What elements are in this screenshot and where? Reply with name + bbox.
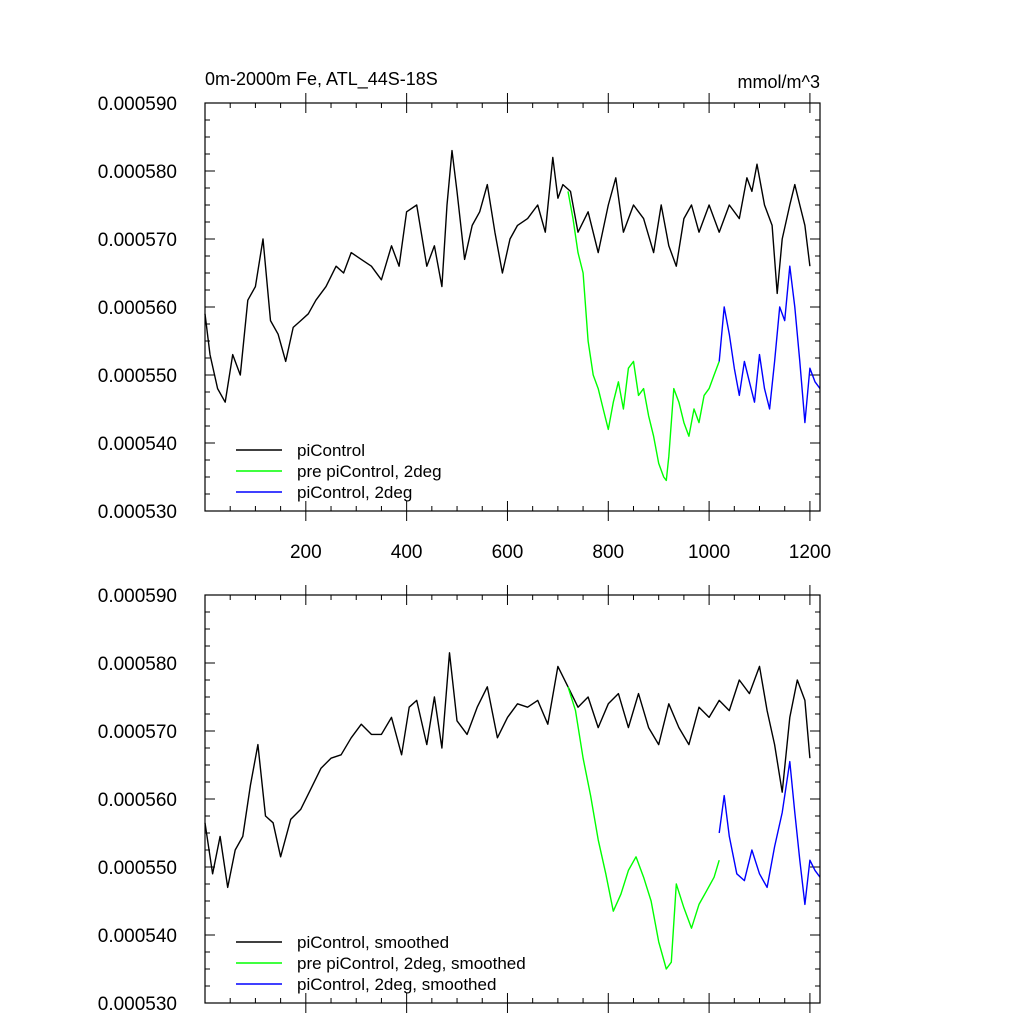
bottom-panel-frame: [204, 594, 821, 1004]
y-tick-label: 0.000570: [98, 722, 177, 743]
series-line-pre-picontrol-2deg-smoothed: [567, 686, 720, 970]
x-tick-label: 200: [290, 542, 322, 563]
series-line-picontrol-2deg: [718, 265, 821, 424]
y-tick-label: 0.000530: [98, 502, 177, 523]
y-tick-label: 0.000580: [98, 162, 177, 183]
bottom-panel-legend: piControl, smoothed pre piControl, 2deg,…: [236, 933, 526, 994]
series-line-picontrol-2deg-smoothed: [718, 760, 821, 906]
legend-label-pre-picontrol-2deg-smoothed: pre piControl, 2deg, smoothed: [297, 954, 526, 973]
bottom-panel-series-lines: [204, 652, 821, 970]
x-tick-label: 400: [391, 542, 423, 563]
y-tick-label: 0.000540: [98, 926, 177, 947]
y-tick-label: 0.000550: [98, 366, 177, 387]
y-tick-label: 0.000590: [98, 94, 177, 115]
y-tick-label: 0.000560: [98, 298, 177, 319]
y-tick-label: 0.000540: [98, 434, 177, 455]
top-panel-ticks: 200 400 600 800 1000 1200 0.000590 0.000580 0.00…: [98, 93, 831, 563]
legend-label-picontrol-smoothed: piControl, smoothed: [297, 933, 449, 952]
legend-label-picontrol-2deg-smoothed: piControl, 2deg, smoothed: [297, 975, 496, 994]
y-tick-label: 0.000550: [98, 858, 177, 879]
series-line-picontrol-smoothed: [204, 652, 811, 889]
legend-label-picontrol-2deg: piControl, 2deg: [297, 483, 412, 502]
top-panel-legend: piControl pre piControl, 2deg piControl,…: [236, 441, 442, 502]
x-tick-label: 1200: [789, 542, 831, 563]
x-tick-label: 800: [592, 542, 624, 563]
top-panel-title: 0m-2000m Fe, ATL_44S-18S: [205, 69, 438, 90]
x-tick-label: 1000: [688, 542, 730, 563]
bottom-panel-ticks: 0.000590 0.000580 0.000570 0.000560 0.000550…: [98, 585, 820, 1015]
top-panel-units: mmol/m^3: [738, 72, 820, 92]
y-tick-label: 0.000560: [98, 790, 177, 811]
top-panel: 0m-2000m Fe, ATL_44S-18S mmol/m^3 200 400…: [98, 69, 831, 563]
y-tick-label: 0.000590: [98, 586, 177, 607]
y-tick-label: 0.000570: [98, 230, 177, 251]
bottom-panel: 0.000590 0.000580 0.000570 0.000560 0.000550…: [98, 585, 821, 1015]
series-line-pre-picontrol-2deg: [567, 191, 720, 482]
y-tick-label: 0.000580: [98, 654, 177, 675]
top-panel-series-lines: [204, 149, 821, 482]
legend-label-picontrol: piControl: [297, 441, 365, 460]
legend-label-pre-picontrol-2deg: pre piControl, 2deg: [297, 462, 442, 481]
x-tick-label: 600: [492, 542, 524, 563]
y-tick-label: 0.000530: [98, 994, 177, 1015]
series-line-picontrol: [204, 149, 811, 403]
top-panel-frame: [204, 102, 821, 512]
